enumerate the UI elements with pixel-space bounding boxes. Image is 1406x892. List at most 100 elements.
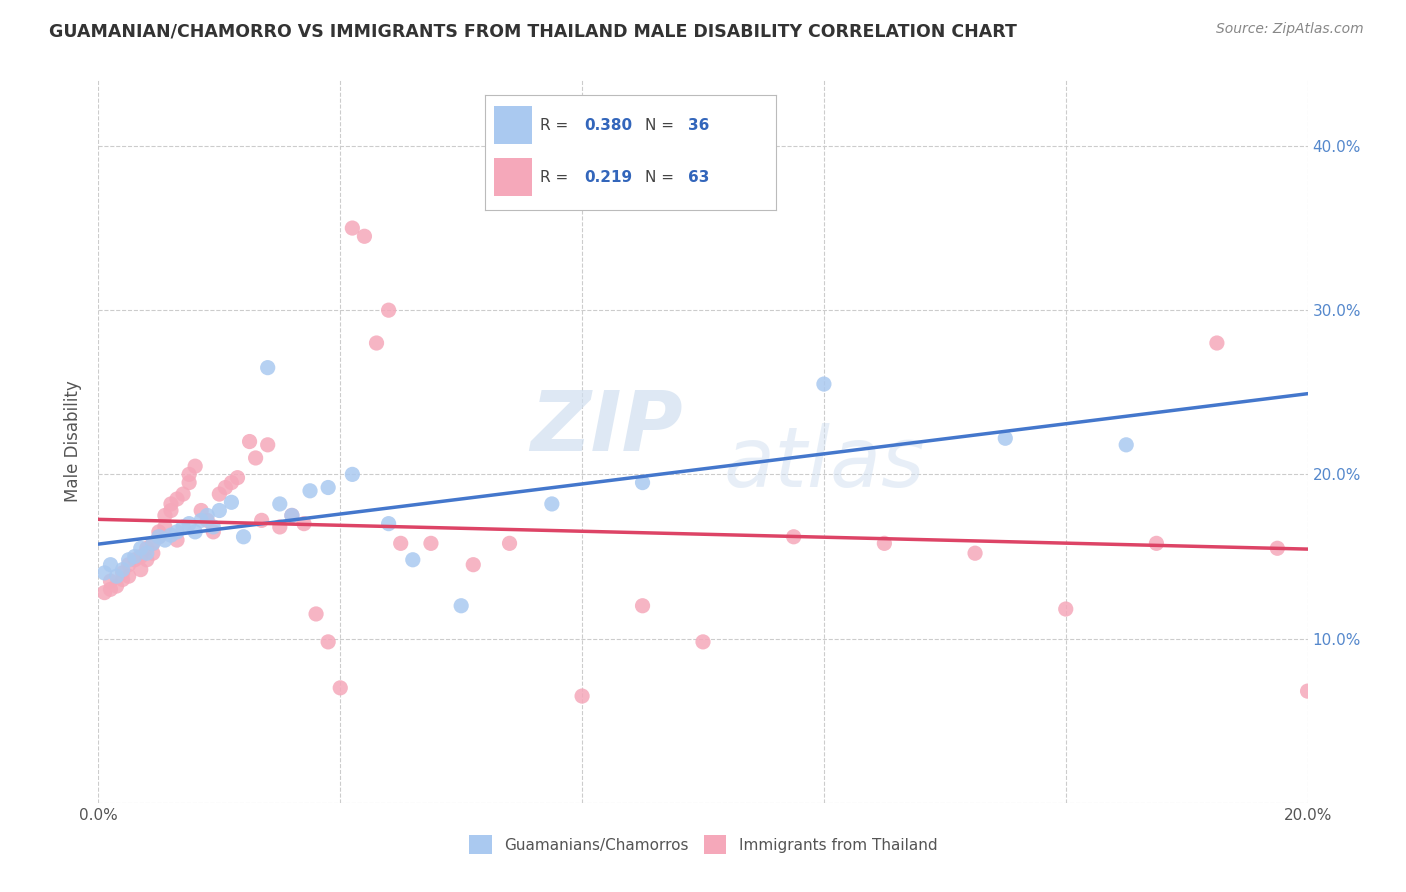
Point [172, 487, 194, 501]
Point [256, 360, 278, 375]
Point [135, 541, 157, 556]
Point [329, 681, 352, 695]
Point [172, 520, 194, 534]
Point [498, 536, 520, 550]
Point [153, 520, 176, 534]
Point [190, 513, 212, 527]
Point [239, 434, 262, 449]
Point [256, 438, 278, 452]
Point [269, 520, 291, 534]
Point [148, 530, 170, 544]
Point [118, 553, 141, 567]
Point [100, 558, 122, 572]
Point [281, 508, 304, 523]
Point [135, 553, 157, 567]
Point [118, 569, 141, 583]
Text: ZIP: ZIP [530, 386, 682, 467]
Point [124, 549, 146, 564]
Point [160, 497, 183, 511]
Text: atlas: atlas [723, 423, 925, 504]
Y-axis label: Male Disability: Male Disability [65, 381, 83, 502]
Point [292, 516, 315, 531]
Point [631, 475, 654, 490]
Point [1206, 336, 1229, 351]
Point [93, 566, 115, 580]
Point [208, 487, 231, 501]
Text: GUAMANIAN/CHAMORRO VS IMMIGRANTS FROM THAILAND MALE DISABILITY CORRELATION CHART: GUAMANIAN/CHAMORRO VS IMMIGRANTS FROM TH… [49, 22, 1017, 40]
Point [813, 377, 835, 392]
Point [389, 536, 412, 550]
Point [1296, 684, 1319, 698]
Point [166, 533, 188, 547]
Point [105, 579, 128, 593]
Point [420, 536, 443, 550]
Point [179, 467, 201, 482]
Point [245, 450, 267, 465]
Point [232, 530, 254, 544]
Point [111, 566, 134, 580]
Point [281, 508, 304, 523]
Point [111, 563, 134, 577]
Point [93, 585, 115, 599]
Point [366, 336, 388, 351]
Point [1267, 541, 1289, 556]
Point [148, 530, 170, 544]
Point [202, 524, 225, 539]
Point [994, 431, 1017, 445]
Point [153, 508, 176, 523]
Point [692, 635, 714, 649]
Point [316, 481, 339, 495]
Point [783, 530, 806, 544]
Point [450, 599, 472, 613]
Point [1144, 536, 1167, 550]
Point [129, 563, 152, 577]
Point [342, 221, 364, 235]
Point [1054, 602, 1077, 616]
Point [226, 470, 249, 484]
Point [202, 520, 225, 534]
Point [463, 558, 485, 572]
Point [105, 569, 128, 583]
Point [190, 503, 212, 517]
Point [179, 475, 201, 490]
Point [160, 503, 183, 517]
Point [148, 524, 170, 539]
Point [353, 229, 375, 244]
Point [221, 475, 243, 490]
Point [129, 549, 152, 564]
Point [179, 516, 201, 531]
Point [631, 599, 654, 613]
Point [208, 503, 231, 517]
Point [250, 513, 273, 527]
Point [142, 536, 165, 550]
Point [221, 495, 243, 509]
Point [1115, 438, 1137, 452]
Point [135, 546, 157, 560]
Point [377, 516, 399, 531]
Point [873, 536, 896, 550]
Point [100, 574, 122, 588]
Point [142, 536, 165, 550]
Point [184, 459, 207, 474]
Point [195, 513, 218, 527]
Point [965, 546, 987, 560]
Point [195, 508, 218, 523]
Point [129, 541, 152, 556]
Point [166, 524, 188, 539]
Point [153, 533, 176, 547]
Point [118, 558, 141, 572]
Legend: Guamanians/Chamorros, Immigrants from Thailand: Guamanians/Chamorros, Immigrants from Th… [463, 830, 943, 860]
Text: Source: ZipAtlas.com: Source: ZipAtlas.com [1216, 22, 1364, 37]
Point [160, 528, 183, 542]
Point [342, 467, 364, 482]
Point [142, 546, 165, 560]
Point [402, 553, 425, 567]
Point [377, 303, 399, 318]
Point [299, 483, 322, 498]
Point [316, 635, 339, 649]
Point [111, 573, 134, 587]
Point [166, 491, 188, 506]
Point [540, 497, 562, 511]
Point [184, 524, 207, 539]
Point [124, 553, 146, 567]
